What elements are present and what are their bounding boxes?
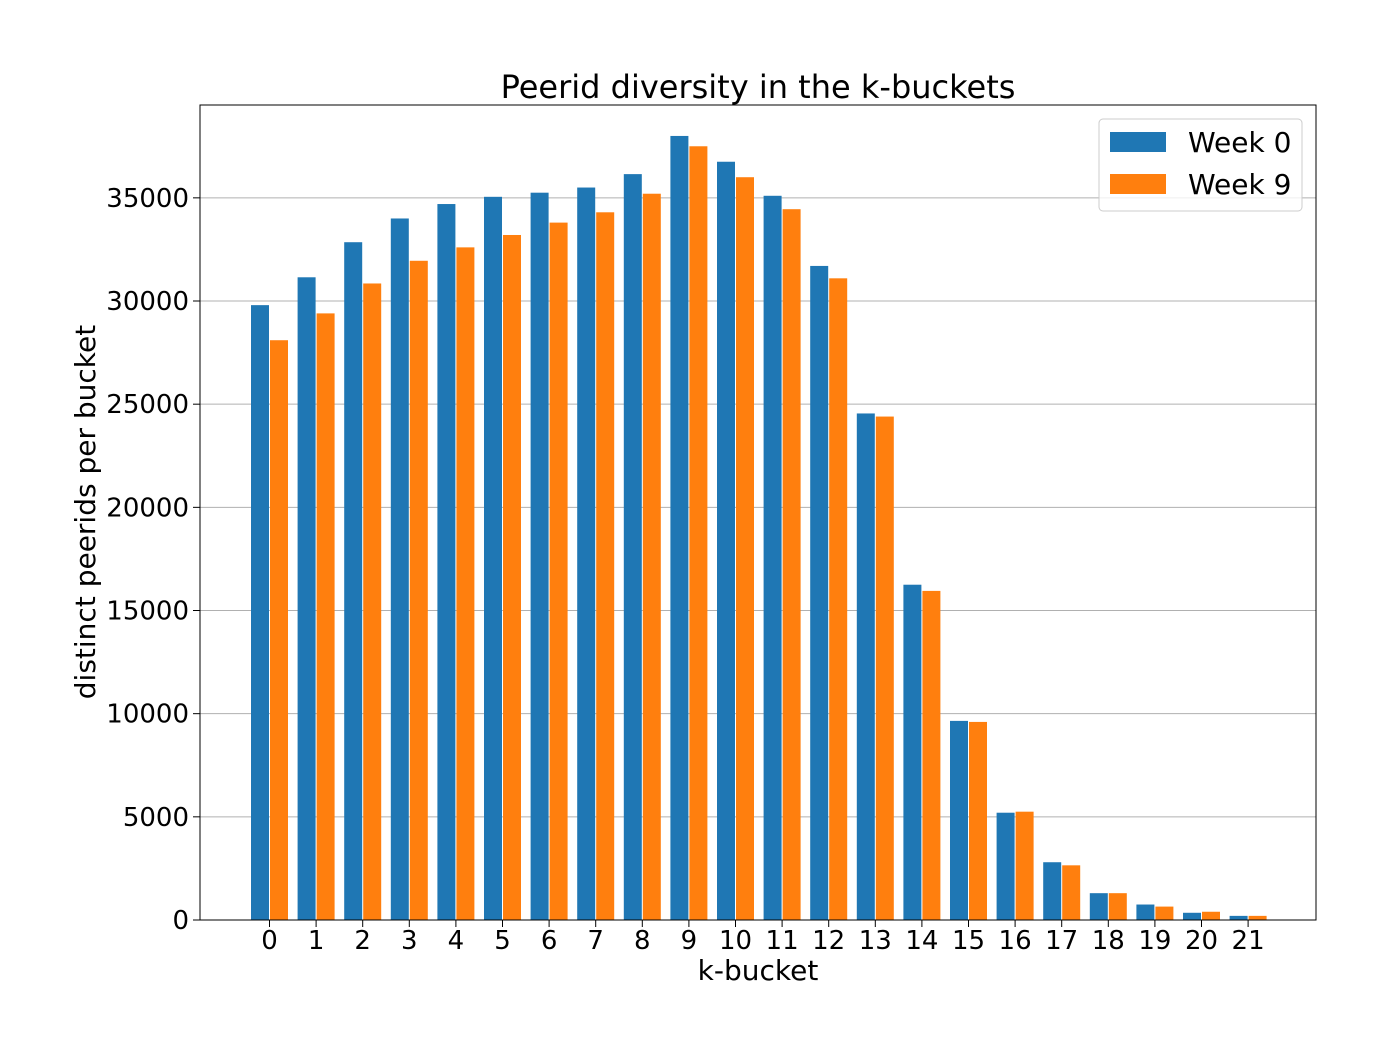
bars <box>251 135 1267 921</box>
bar-week-0-bucket-16 <box>996 812 1015 920</box>
bar-week-9-bucket-10 <box>736 177 754 920</box>
bar-week-9-bucket-19 <box>1155 906 1174 920</box>
bar-week-9-bucket-15 <box>969 721 987 920</box>
legend-label-week-9: Week 9 <box>1188 168 1291 201</box>
x-tick-label: 14 <box>905 926 938 956</box>
y-tick-label: 0 <box>172 906 189 936</box>
y-tick-label: 15000 <box>106 597 189 627</box>
bar-week-0-bucket-8 <box>623 174 642 921</box>
bar-week-0-bucket-10 <box>717 161 735 921</box>
bar-week-0-bucket-11 <box>763 195 782 921</box>
bar-week-9-bucket-14 <box>922 590 941 920</box>
gridlines <box>200 197 1316 818</box>
x-tick-label: 15 <box>952 926 985 956</box>
bar-week-0-bucket-21 <box>1229 915 1248 920</box>
y-tick-label: 5000 <box>123 803 189 833</box>
plot-frame <box>199 104 1317 921</box>
bar-week-0-bucket-20 <box>1183 912 1201 920</box>
bar-week-9-bucket-8 <box>642 193 661 921</box>
x-tick-label: 12 <box>812 926 845 956</box>
bar-week-9-bucket-4 <box>456 247 475 921</box>
bar-week-9-bucket-17 <box>1062 865 1081 920</box>
bar-week-0-bucket-5 <box>484 196 502 920</box>
bar-week-9-bucket-12 <box>829 278 848 920</box>
x-tick-label: 3 <box>401 926 418 956</box>
bar-week-9-bucket-1 <box>316 313 335 920</box>
chart-title: Peerid diversity in the k-buckets <box>501 68 1016 106</box>
x-tick-label: 17 <box>1045 926 1078 956</box>
bar-week-0-bucket-15 <box>950 720 968 920</box>
legend-swatch-week-9 <box>1110 174 1166 194</box>
legend-label-week-0: Week 0 <box>1188 126 1291 159</box>
bar-week-0-bucket-7 <box>577 187 596 921</box>
y-axis: 0 5000 10000 15000 20000 25000 30000 35000 <box>106 184 200 936</box>
bar-week-9-bucket-13 <box>875 416 894 920</box>
x-tick-label: 2 <box>354 926 371 956</box>
x-tick-label: 21 <box>1232 926 1265 956</box>
bar-week-9-bucket-11 <box>782 209 801 921</box>
x-tick-label: 0 <box>261 926 278 956</box>
y-tick-label: 10000 <box>106 700 189 730</box>
bar-week-0-bucket-18 <box>1089 893 1108 920</box>
bar-week-9-bucket-16 <box>1015 811 1034 920</box>
bar-week-9-bucket-2 <box>363 283 382 920</box>
bar-week-9-bucket-18 <box>1108 893 1127 920</box>
x-tick-label: 18 <box>1092 926 1125 956</box>
x-tick-label: 11 <box>766 926 799 956</box>
y-tick-label: 35000 <box>106 184 189 214</box>
y-tick-label: 30000 <box>106 287 189 317</box>
x-tick-label: 8 <box>634 926 651 956</box>
bar-week-9-bucket-7 <box>596 212 615 920</box>
bar-week-9-bucket-0 <box>270 340 288 920</box>
x-axis: 0 1 2 3 4 5 6 7 8 9 10 11 12 13 14 15 16 17 18 19 20 21 <box>261 920 1265 956</box>
y-tick-label: 20000 <box>106 493 189 523</box>
x-tick-label: 19 <box>1138 926 1171 956</box>
bar-week-9-bucket-21 <box>1248 915 1267 920</box>
x-tick-label: 16 <box>999 926 1032 956</box>
x-tick-label: 20 <box>1185 926 1218 956</box>
x-tick-label: 6 <box>541 926 558 956</box>
legend: Week 0 Week 9 <box>1098 118 1303 212</box>
y-tick-label: 25000 <box>106 390 189 420</box>
legend-swatch-week-0 <box>1110 132 1166 152</box>
bar-week-0-bucket-9 <box>670 135 689 921</box>
bar-week-9-bucket-3 <box>409 260 428 921</box>
bar-week-0-bucket-13 <box>856 413 875 920</box>
x-tick-label: 4 <box>448 926 465 956</box>
x-tick-label: 13 <box>859 926 892 956</box>
bar-week-0-bucket-6 <box>530 192 549 920</box>
bar-week-0-bucket-12 <box>810 265 829 920</box>
bar-week-0-bucket-0 <box>251 305 269 920</box>
bar-week-0-bucket-19 <box>1136 904 1155 920</box>
bar-week-0-bucket-14 <box>903 584 922 920</box>
bar-week-0-bucket-2 <box>344 242 363 920</box>
bar-week-0-bucket-3 <box>390 218 409 920</box>
bar-week-9-bucket-5 <box>503 234 521 921</box>
x-tick-label: 1 <box>308 926 325 956</box>
y-axis-title: distinct peerids per bucket <box>69 325 102 699</box>
bar-week-0-bucket-1 <box>297 277 316 921</box>
bar-week-9-bucket-9 <box>689 146 708 921</box>
x-tick-label: 10 <box>719 926 752 956</box>
bar-week-9-bucket-6 <box>549 222 568 920</box>
bar-week-0-bucket-17 <box>1043 862 1062 920</box>
x-tick-label: 9 <box>681 926 698 956</box>
x-axis-title: k-bucket <box>698 954 819 987</box>
x-tick-label: 7 <box>587 926 604 956</box>
bar-week-9-bucket-20 <box>1202 911 1220 920</box>
x-tick-label: 5 <box>494 926 511 956</box>
bar-week-0-bucket-4 <box>437 204 456 921</box>
